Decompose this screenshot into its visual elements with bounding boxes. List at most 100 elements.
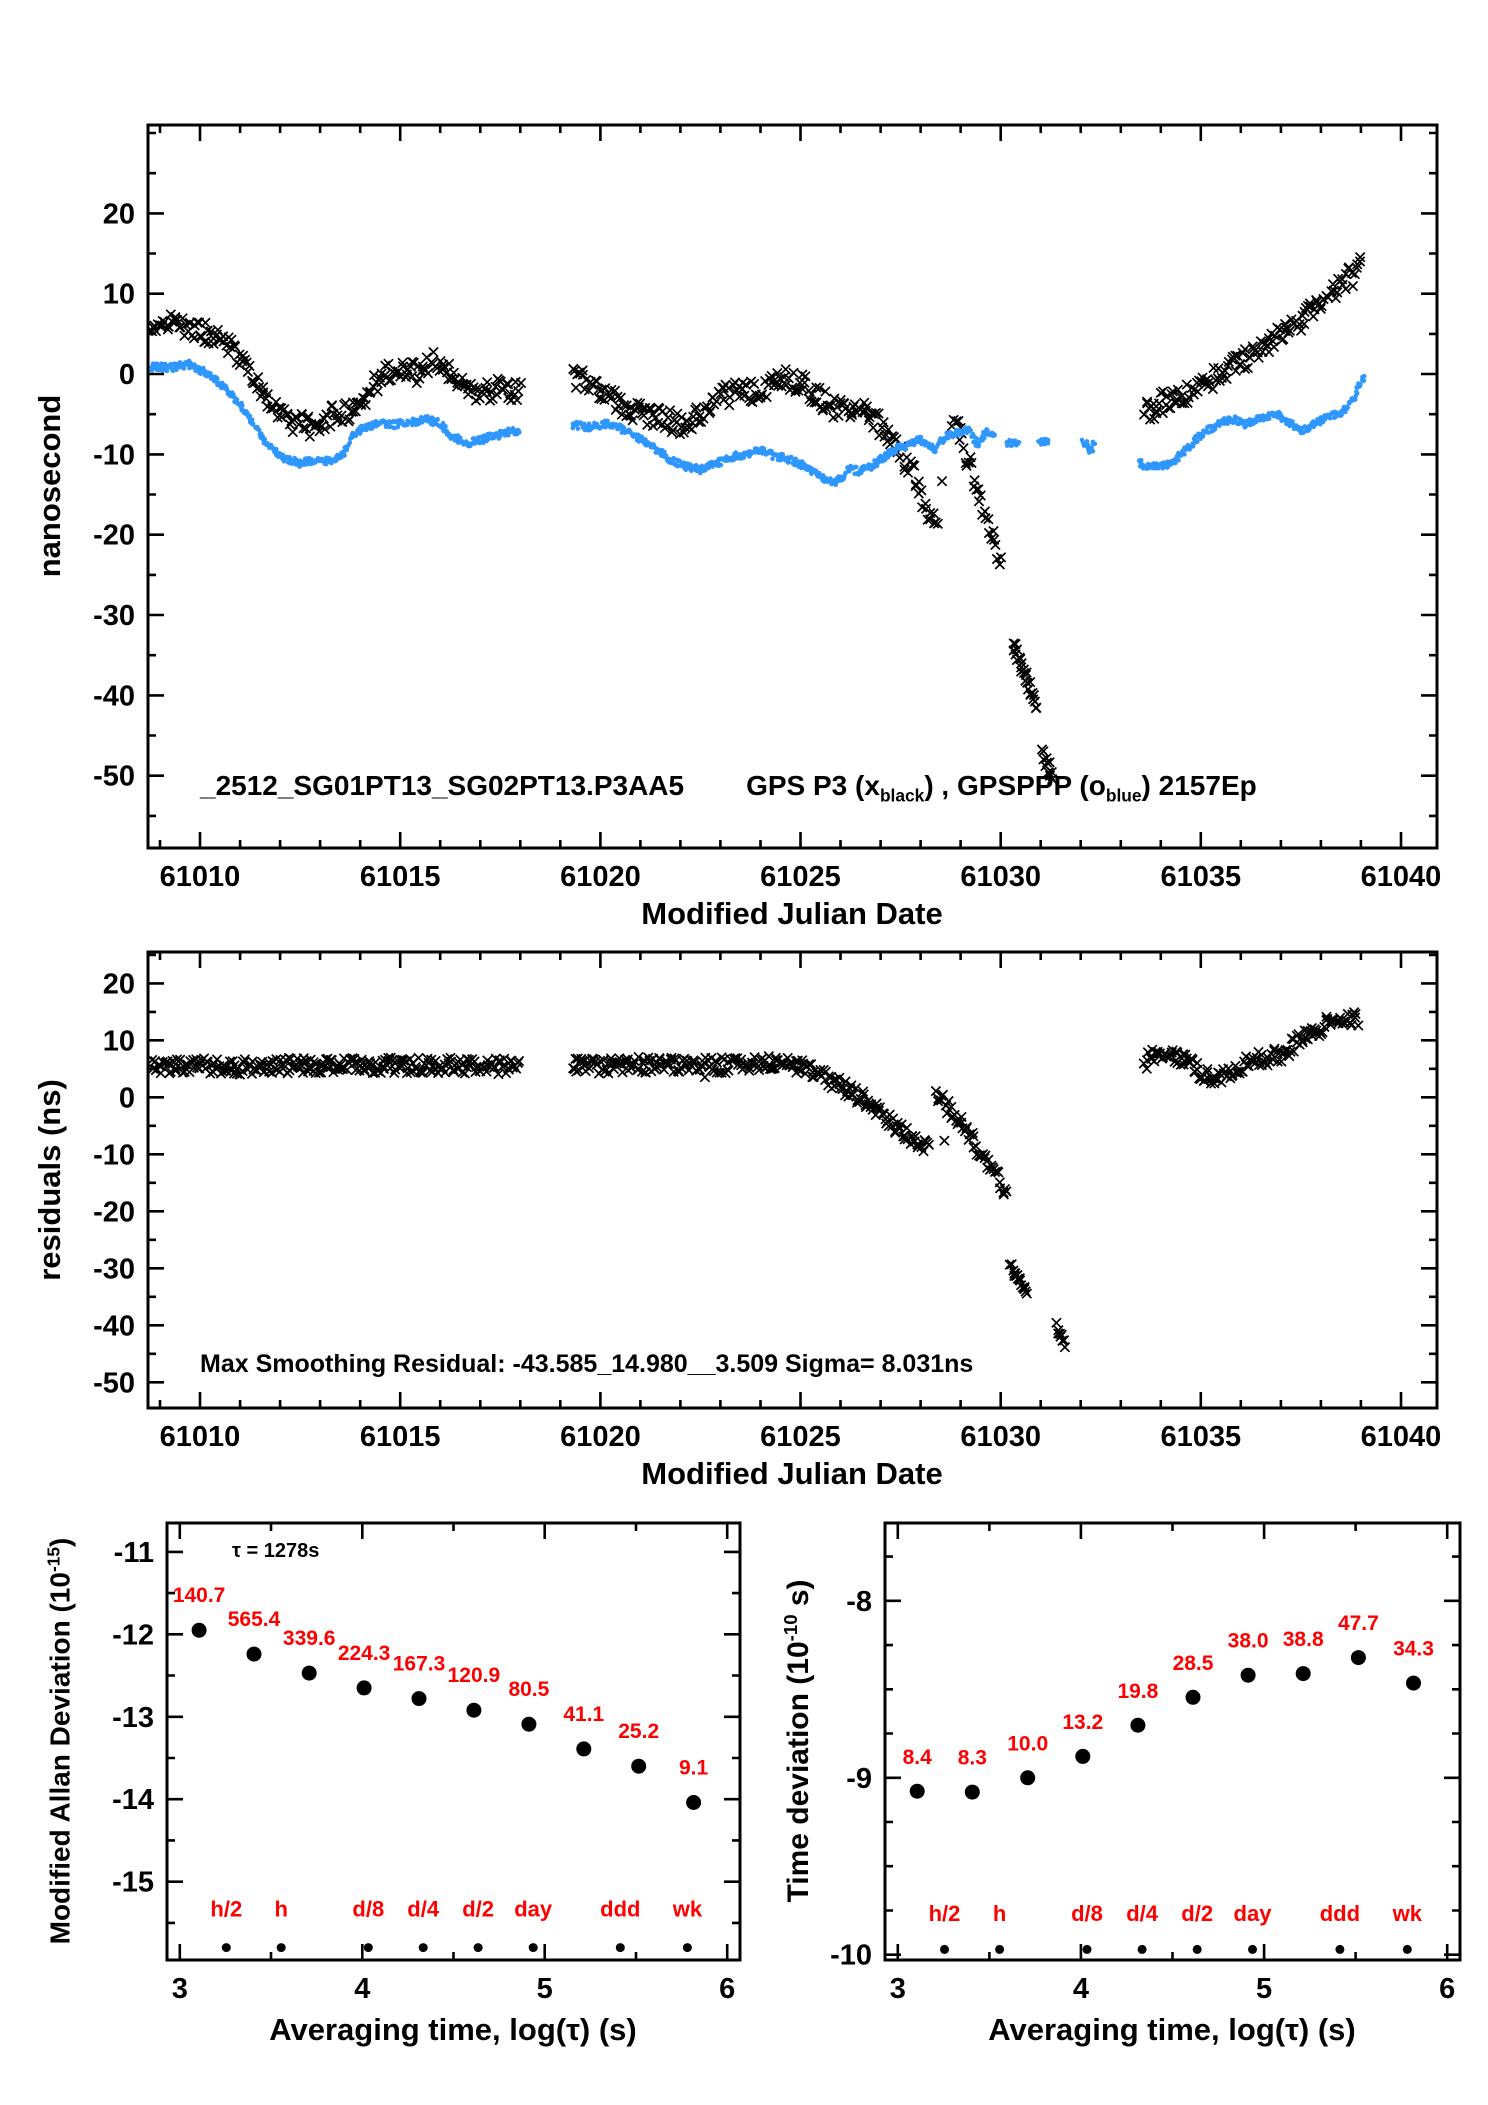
top-chart-ylabel: nanosecond	[32, 394, 67, 578]
period-marker-dot	[1192, 1944, 1202, 1954]
y-tick-label: 20	[103, 198, 135, 230]
point-value-label: 38.0	[1228, 1630, 1269, 1653]
data-point	[356, 1680, 372, 1696]
y-tick-label: -50	[93, 1367, 135, 1399]
data-point	[1240, 1667, 1256, 1683]
point-value-label: 9.1	[679, 1757, 709, 1780]
series-gps-p3-strays	[936, 475, 948, 487]
period-marker-dot	[473, 1943, 483, 1953]
point-value-label: 25.2	[618, 1720, 659, 1743]
period-marker-dot	[682, 1943, 692, 1953]
residuals-xlabel: Modified Julian Date	[641, 1456, 943, 1491]
x-tick-label: 61020	[560, 861, 641, 893]
y-tick-label: -12	[112, 1619, 154, 1651]
residuals-chart: 61010 61015 61020 61025 61030 61035 61040 -50 -4…	[93, 950, 1442, 1453]
period-marker-label: h/2	[210, 1896, 242, 1921]
x-tick-label: 3	[172, 1973, 188, 2005]
plot-frame	[883, 1521, 1462, 1962]
period-marker-label: d/8	[1071, 1901, 1103, 1926]
point-value-label: 28.5	[1173, 1652, 1214, 1675]
period-marker-dot	[1082, 1944, 1092, 1954]
data-point	[1350, 1650, 1366, 1666]
data-point	[191, 1622, 207, 1638]
x-tick-label: 61010	[160, 1421, 241, 1453]
x-tick-label: 61025	[760, 861, 841, 893]
data-point	[301, 1665, 317, 1681]
top-chart: 61010 61015 61020 61025 61030 61035 61040 -50 -4…	[93, 123, 1441, 893]
allan-deviation-xlabel: Averaging time, log(τ) (s)	[269, 2012, 637, 2047]
title-series1: GPS P3 (xblack) , GPSPPP (oblue) 2157Ep	[746, 770, 1257, 806]
data-point	[1020, 1770, 1036, 1786]
period-marker-dot	[363, 1943, 373, 1953]
y-tick-label: -10	[93, 439, 135, 471]
period-marker-label: wk	[1392, 1901, 1423, 1926]
data-point	[466, 1702, 482, 1718]
x-tick-label: 61025	[760, 1421, 841, 1453]
data-point	[686, 1795, 702, 1810]
period-marker-label: wk	[672, 1896, 703, 1921]
period-marker-label: d/4	[407, 1896, 440, 1921]
data-point	[521, 1716, 537, 1732]
x-tick-label: 61030	[960, 1421, 1041, 1453]
top-chart-title: _2512_SG01PT13_SG02PT13.P3AA5 GPS P3 (xbl…	[200, 770, 1257, 807]
x-tick-label: 61015	[360, 861, 441, 893]
data-point	[909, 1783, 925, 1799]
y-tick-label: -50	[93, 761, 135, 793]
x-tick-label: 61035	[1160, 1421, 1241, 1453]
point-value-label: 120.9	[448, 1664, 501, 1687]
axis-ticks	[167, 1523, 740, 1960]
data-point	[1406, 1675, 1421, 1691]
y-tick-label: -20	[93, 1196, 135, 1228]
x-tick-label: 61035	[1160, 861, 1241, 893]
y-tick-label: -30	[93, 1253, 135, 1285]
point-value-label: 8.3	[958, 1747, 987, 1770]
y-tick-label: -10	[830, 1940, 872, 1972]
data-point	[1130, 1717, 1146, 1733]
series-gps-p3-outlier-clusters	[1008, 638, 1058, 785]
period-marker-label: ddd	[600, 1896, 640, 1921]
period-marker-dot	[940, 1944, 949, 1954]
y-tick-label: -40	[93, 1310, 135, 1342]
period-marker-dot	[1402, 1944, 1412, 1954]
point-value-label: 339.6	[283, 1627, 336, 1650]
plot-frame	[146, 123, 1439, 850]
x-tick-label: 6	[1439, 1973, 1455, 2005]
data-point	[1295, 1666, 1311, 1682]
y-tick-label: -20	[93, 520, 135, 552]
data-point	[411, 1691, 427, 1707]
residuals-ylabel: residuals (ns)	[32, 1079, 67, 1281]
period-marker-dot	[528, 1943, 538, 1953]
series-gpsppp	[149, 358, 1367, 487]
time-deviation-xlabel: Averaging time, log(τ) (s)	[988, 2012, 1356, 2047]
period-marker-dot	[276, 1943, 286, 1953]
series-residuals	[146, 1006, 1364, 1200]
tau-annotation: τ = 1278s	[232, 1540, 320, 1562]
y-tick-label: 10	[103, 279, 135, 311]
y-tick-label: -10	[93, 1139, 135, 1171]
point-value-label: 10.0	[1007, 1732, 1048, 1755]
data-point	[964, 1784, 980, 1800]
point-value-label: 38.8	[1283, 1628, 1324, 1651]
point-value-label: 19.8	[1117, 1680, 1158, 1703]
point-value-label: 224.3	[338, 1642, 391, 1665]
axis-ticks	[885, 1523, 1460, 1960]
plot-frame	[146, 950, 1439, 1410]
x-tick-label: 61010	[160, 861, 241, 893]
period-marker-dot	[418, 1943, 428, 1953]
data-point	[576, 1741, 592, 1757]
period-marker-label: day	[514, 1896, 553, 1921]
period-marker-dot	[1137, 1944, 1147, 1954]
x-tick-label: 3	[890, 1973, 906, 2005]
axis-ticks	[148, 125, 1437, 848]
period-marker-label: ddd	[1320, 1901, 1360, 1926]
point-value-label: 80.5	[508, 1678, 549, 1701]
period-marker-label: d/2	[1181, 1901, 1213, 1926]
y-tick-label: -15	[112, 1867, 154, 1899]
point-value-label: 47.7	[1338, 1612, 1379, 1635]
period-marker-label: d/4	[1126, 1901, 1159, 1926]
x-tick-label: 61040	[1361, 1421, 1442, 1453]
axis-ticks	[148, 952, 1437, 1408]
